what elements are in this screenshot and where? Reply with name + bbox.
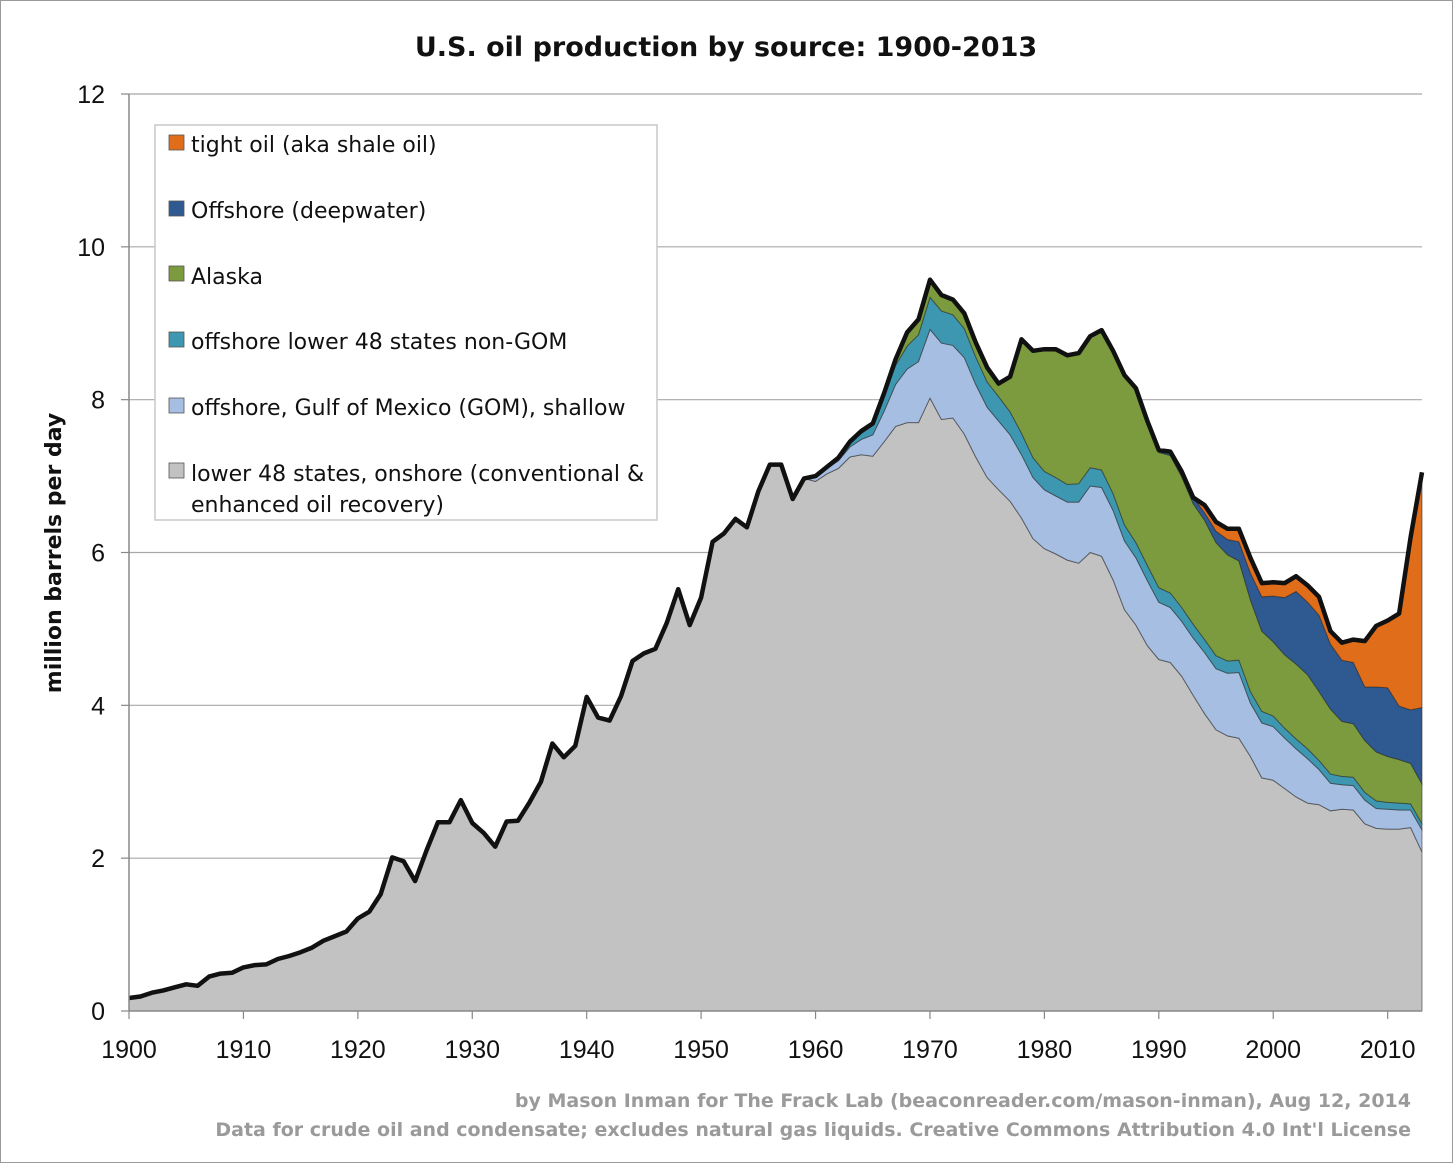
y-tick-label-0: 0 [91, 998, 105, 1026]
y-tick-label-8: 8 [91, 387, 105, 415]
legend-label-offshore-non-gom: offshore lower 48 states non-GOM [191, 330, 567, 355]
x-tick-label-1910: 1910 [216, 1036, 272, 1064]
legend-swatch-offshore-deepwater [168, 200, 185, 217]
y-tick-label-10: 10 [77, 234, 105, 262]
legend-label-tight-oil: tight oil (aka shale oil) [191, 133, 437, 158]
x-tick-label-1940: 1940 [559, 1036, 615, 1064]
legend-box [154, 124, 658, 521]
x-tick-label-1900: 1900 [101, 1036, 157, 1064]
y-axis-label: million barrels per day [42, 413, 67, 693]
x-tick-label-1990: 1990 [1131, 1036, 1187, 1064]
x-tick-label-1930: 1930 [444, 1036, 500, 1064]
x-tick-label-1950: 1950 [673, 1036, 729, 1064]
legend-swatch-tight-oil [168, 134, 185, 151]
x-tick-label-1960: 1960 [788, 1036, 844, 1064]
legend-label-lower48-onshore: lower 48 states, onshore (conventional &… [191, 462, 644, 518]
legend-swatch-lower48-onshore [168, 462, 185, 479]
x-tick-label-2010: 2010 [1360, 1036, 1416, 1064]
x-tick-label-1920: 1920 [330, 1036, 386, 1064]
total-production-line [128, 277, 1425, 1001]
x-tick-label-1980: 1980 [1017, 1036, 1073, 1064]
credit-author: by Mason Inman for The Frack Lab (beacon… [515, 1090, 1411, 1112]
x-tick-label-2000: 2000 [1245, 1036, 1301, 1064]
legend-swatch-gom-shallow [168, 397, 185, 414]
legend-swatch-offshore-non-gom [168, 331, 185, 348]
y-tick-label-6: 6 [91, 540, 105, 568]
chart-title: U.S. oil production by source: 1900-2013 [415, 32, 1037, 63]
total-line-group [128, 277, 1425, 1001]
axes [128, 94, 1422, 1012]
x-tick-label-1970: 1970 [902, 1036, 958, 1064]
legend-label-gom-shallow: offshore, Gulf of Mexico (GOM), shallow [191, 396, 625, 421]
y-tick-label-4: 4 [91, 692, 105, 720]
legend-label-offshore-deepwater: Offshore (deepwater) [191, 199, 426, 224]
y-tick-label-2: 2 [91, 845, 105, 873]
x-tick-labels: 1900 1910 1920 1930 1940 1950 1960 1970 1980 1990… [101, 1011, 1415, 1064]
legend-swatch-alaska [168, 265, 185, 282]
legend-label-alaska: Alaska [191, 265, 263, 290]
y-tick-label-12: 12 [77, 81, 105, 109]
credit-data-note: Data for crude oil and condensate; exclu… [215, 1119, 1411, 1141]
legend: tight oil (aka shale oil) Offshore (deep… [154, 124, 658, 521]
y-tick-labels: 0 2 4 6 8 10 12 [77, 81, 105, 1026]
